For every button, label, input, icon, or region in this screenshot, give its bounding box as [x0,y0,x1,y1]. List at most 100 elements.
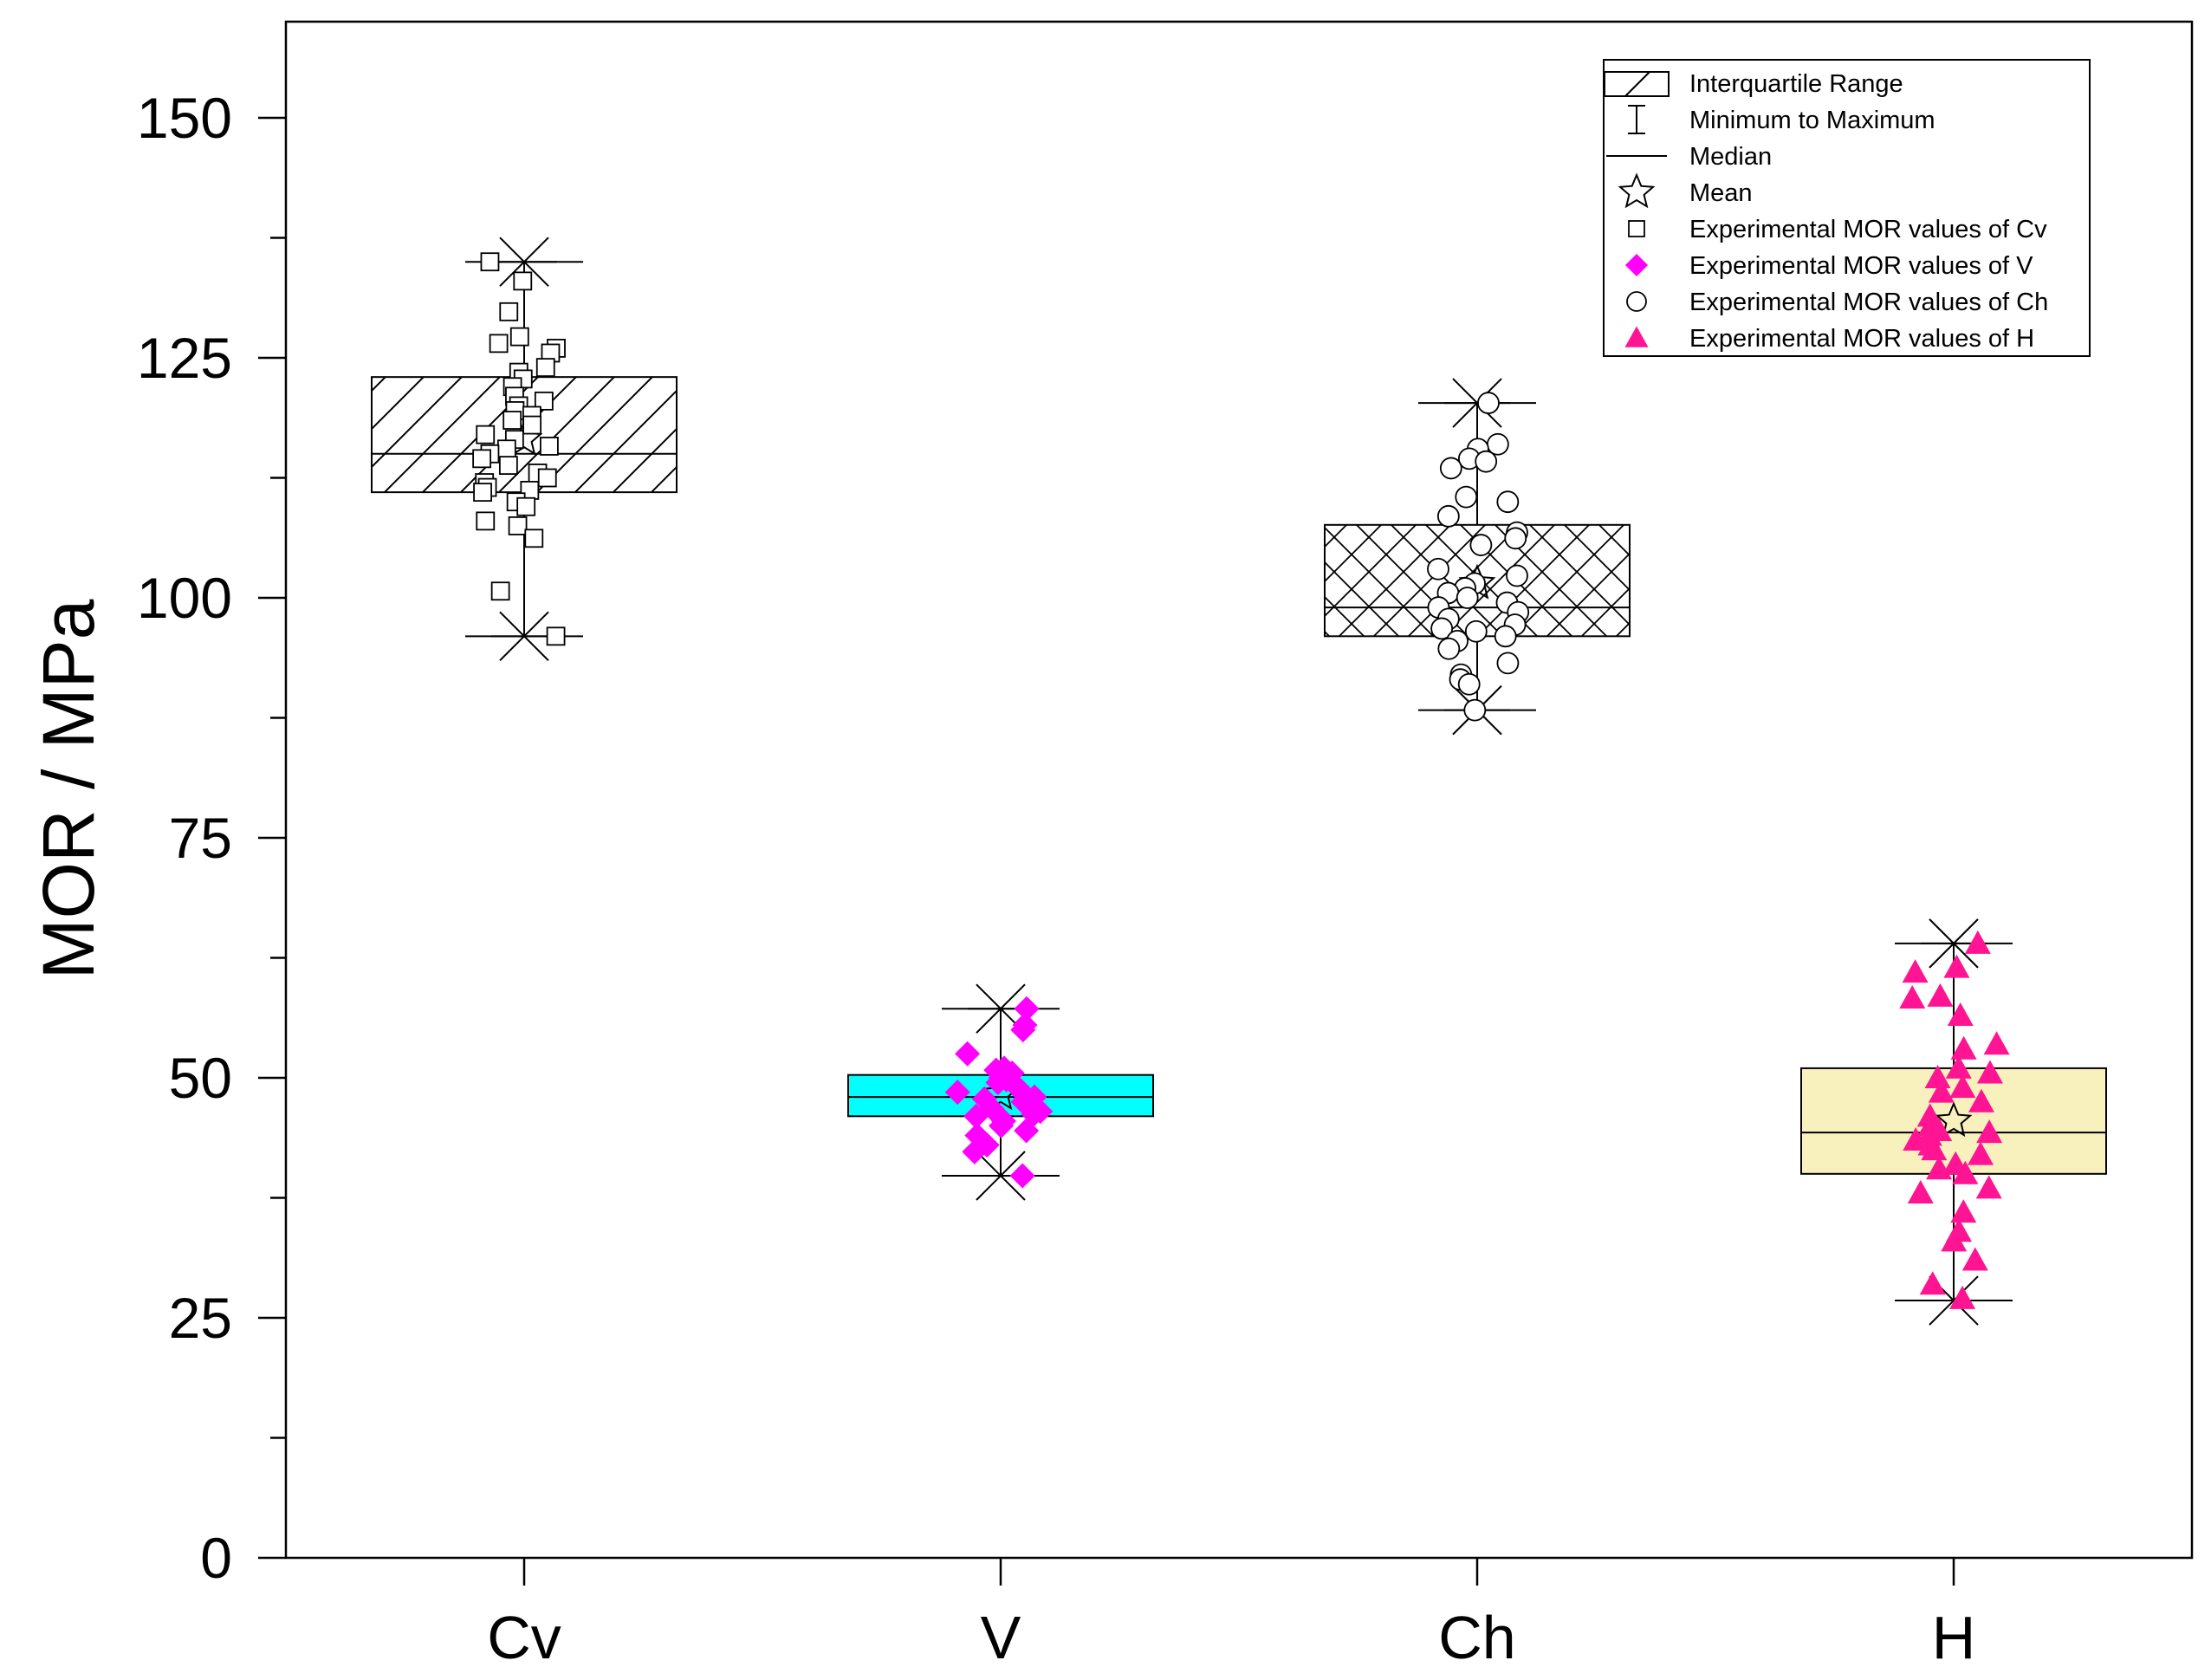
data-point [522,415,542,435]
data-point [480,252,500,272]
legend: Interquartile Range Minimum to Maximum Med… [1603,59,2091,357]
data-point [1928,1079,1955,1103]
data-point [546,626,566,646]
legend-entry: Experimental MOR values of H [1624,325,2034,353]
legend-entry: Experimental MOR values of Ch [1626,289,2048,316]
data-point [1947,1002,1974,1026]
x-tick-label: H [1932,1604,1976,1671]
legend-marker [1626,291,1647,312]
data-point [1949,1074,1976,1099]
legend-label: Minimum to Maximum [1689,107,1935,134]
data-point [1506,564,1528,587]
plot-area [284,20,2194,1560]
data-point [1010,1017,1036,1043]
data-point [499,302,519,321]
y-tick-label: 75 [169,806,232,870]
data-point [1469,534,1493,556]
points-Ch [1427,392,1530,722]
data-point [540,437,559,456]
data-point [476,511,496,531]
asterisk-stroke [499,611,549,662]
legend-label: Experimental MOR values of Cv [1689,216,2047,243]
asterisk-stroke [1929,918,1979,969]
data-point [1975,1175,2002,1199]
data-point [509,327,529,347]
legend-entry: Median [1606,143,1772,171]
mean-star [1935,1101,1973,1138]
box-series [371,237,2107,1326]
data-point [1436,504,1460,528]
data-point [498,456,518,475]
data-point [1899,985,1926,1009]
min-marker [491,611,557,662]
data-point [944,1080,970,1106]
legend-label: Experimental MOR values of V [1689,252,2033,280]
data-point [513,271,533,291]
data-point [1463,698,1487,722]
legend-frame [1603,59,2091,357]
data-point [1964,930,1991,954]
data-point [496,439,516,459]
data-point [1983,1031,2010,1055]
data-point [1014,1118,1040,1144]
data-point [1976,1119,2003,1144]
asterisk-stroke [976,1151,1026,1201]
asterisk-stroke [1452,378,1502,428]
data-point [489,334,509,354]
y-tick-label: 100 [137,566,232,630]
data-point [1496,490,1520,514]
data-point [1976,1060,2003,1084]
legend-mean-star [1618,172,1656,209]
asterisk-stroke [499,237,549,287]
iqr-box [371,376,678,494]
data-point [1457,672,1481,696]
legend-label: Median [1689,143,1772,171]
y-tick-label: 0 [200,1526,232,1590]
points-Cv [472,252,566,646]
data-point [508,516,528,535]
legend-label: Experimental MOR values of Ch [1689,289,2048,316]
data-point [1941,1228,1968,1252]
data-point [1952,1160,1979,1184]
legend-entry: Interquartile Range [1604,70,1903,98]
legend-label: Mean [1689,179,1753,207]
data-point [1968,1141,1994,1165]
data-points [472,252,2010,1309]
legend-entry: Experimental MOR values of V [1624,252,2033,280]
data-point [524,529,544,548]
legend-marker [1624,253,1649,277]
legend-label: Experimental MOR values of H [1689,325,2034,353]
data-point [1902,959,1929,983]
points-H [1899,930,2010,1309]
data-point [985,1070,1011,1096]
data-point [1945,1054,1972,1079]
data-point [955,1041,981,1067]
y-tick-label: 25 [169,1286,232,1350]
data-point [535,358,555,377]
data-point [1496,652,1520,675]
data-point [1950,1199,1977,1223]
asterisk-stroke [1929,1275,1979,1326]
data-point [1961,1247,1988,1271]
data-point [1924,1065,1951,1088]
data-point [1439,457,1462,480]
legend-entry: Minimum to Maximum [1628,105,1935,134]
y-tick-label: 150 [137,86,232,150]
y-tick-label: 125 [137,326,232,390]
legend-entry: Mean [1618,172,1753,209]
legend-marker [1628,220,1645,237]
data-point [1921,1137,1948,1161]
data-point [1949,1285,1976,1309]
data-point [1494,625,1517,648]
points-V [944,996,1054,1189]
x-tick-label: Ch [1438,1604,1515,1671]
data-point [1943,954,1970,978]
data-point [1014,996,1040,1022]
legend-label: Interquartile Range [1689,70,1903,98]
box-H [1800,918,2107,1326]
data-point [1430,617,1454,640]
asterisk-stroke [976,983,1026,1034]
data-point [963,1103,989,1129]
data-point [537,468,557,488]
